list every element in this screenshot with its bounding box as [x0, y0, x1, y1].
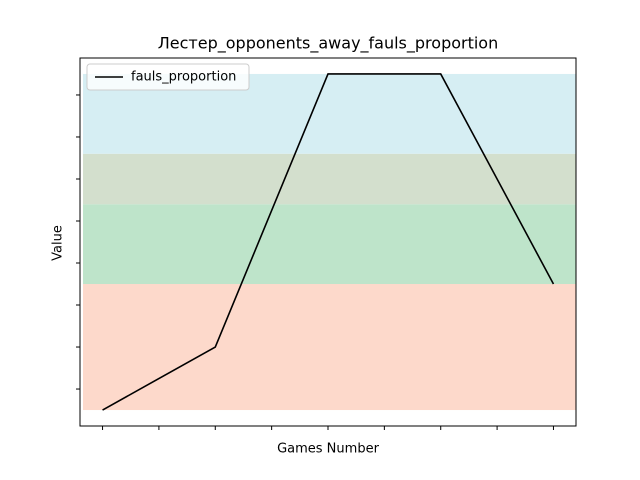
- band: [83, 153, 576, 205]
- plot-frame: [79, 57, 577, 427]
- band: [83, 204, 576, 285]
- legend-box: [86, 63, 250, 91]
- x-axis-label: Games Number: [277, 442, 379, 457]
- chart-title: Лестер_opponents_away_fauls_proportion: [158, 34, 498, 54]
- band: [83, 284, 576, 411]
- series-line: [102, 73, 555, 411]
- y-axis-label: Value: [51, 225, 66, 261]
- legend-label: fauls_proportion: [131, 70, 236, 85]
